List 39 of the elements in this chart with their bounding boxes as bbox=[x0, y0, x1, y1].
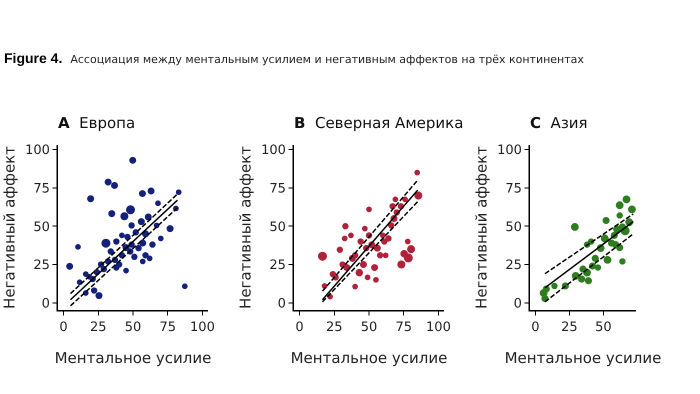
chart-title: C Азия bbox=[530, 114, 588, 132]
x-tick-label: 0 bbox=[59, 320, 68, 336]
x-tick-label: 25 bbox=[326, 320, 343, 336]
y-tick-label: 0 bbox=[278, 296, 286, 312]
caption: Figure 4. bbox=[4, 50, 62, 66]
x-axis-title: Ментальное усилие bbox=[504, 348, 662, 367]
y-tick-label: 0 bbox=[514, 296, 522, 312]
y-tick-label: 50 bbox=[505, 220, 522, 235]
y-tick-label: 25 bbox=[269, 258, 286, 274]
x-tick-label: 100 bbox=[426, 320, 451, 336]
x-tick-label: 75 bbox=[159, 320, 176, 336]
x-tick-label: 25 bbox=[561, 320, 578, 336]
x-tick-label: 25 bbox=[90, 320, 107, 336]
y-axis-title: Негативный аффект bbox=[0, 146, 19, 309]
y-axis-title: Негативный аффект bbox=[236, 146, 255, 309]
x-axis-title: Ментальное усилие bbox=[290, 348, 448, 367]
x-axis-title: Ментальное усилие bbox=[54, 348, 212, 367]
text: Ассоциация между ментальным усилием и негативным аффектов на трёх континентах bbox=[70, 53, 584, 66]
x-tick-label: 50 bbox=[124, 320, 142, 336]
x-tick-label: 0 bbox=[531, 320, 540, 336]
y-tick-label: 100 bbox=[497, 143, 522, 158]
y-tick-label: 25 bbox=[505, 258, 522, 274]
y-tick-label: 75 bbox=[269, 181, 286, 196]
x-tick-label: 75 bbox=[395, 320, 412, 336]
y-tick-label: 100 bbox=[25, 143, 50, 158]
chart-title: B Северная Америка bbox=[294, 114, 464, 132]
y-tick-label: 100 bbox=[261, 143, 286, 158]
y-tick-label: 75 bbox=[33, 181, 50, 196]
y-axis-title: Негативный аффект bbox=[472, 146, 491, 309]
y-tick-label: 0 bbox=[42, 296, 50, 312]
x-tick-label: 0 bbox=[295, 320, 304, 336]
x-tick-label: 100 bbox=[190, 320, 215, 336]
x-tick-label: 50 bbox=[360, 320, 378, 336]
x-tick-label: 50 bbox=[595, 320, 612, 336]
y-tick-label: 50 bbox=[33, 220, 50, 235]
chart-title: A Европа bbox=[58, 114, 136, 132]
y-tick-label: 75 bbox=[505, 181, 522, 196]
y-tick-label: 25 bbox=[33, 258, 50, 274]
y-tick-label: 50 bbox=[269, 220, 286, 235]
